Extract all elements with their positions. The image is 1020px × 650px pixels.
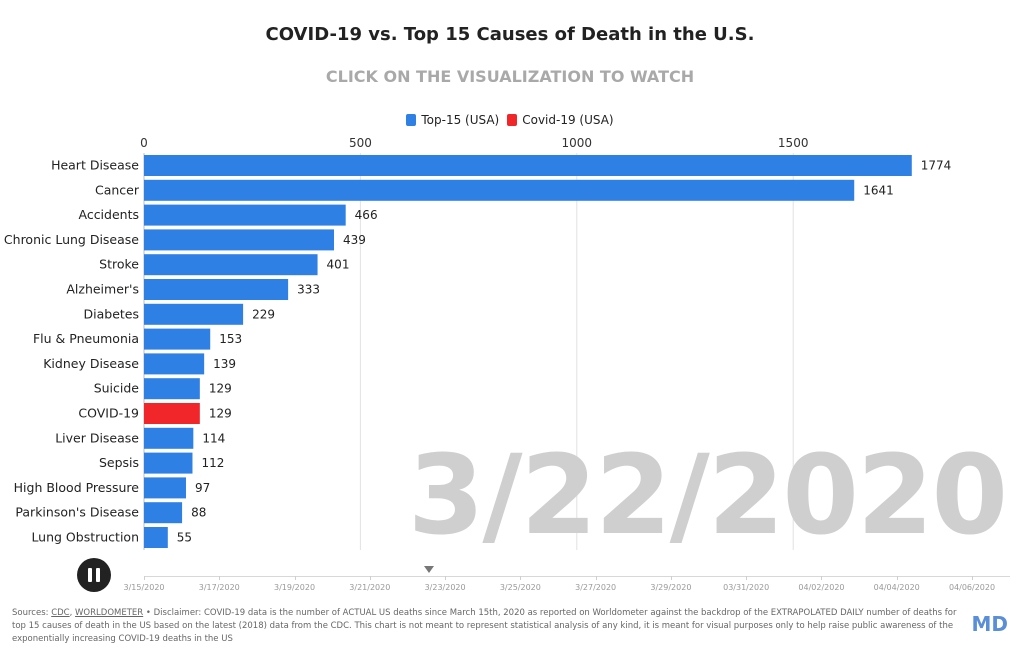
category-label: Liver Disease (55, 430, 139, 445)
bar-diabetes[interactable] (144, 303, 244, 325)
md-logo: MD (971, 612, 1008, 636)
bar-heart-disease[interactable] (144, 155, 912, 176)
sources-prefix: Sources: (12, 608, 52, 618)
bar-liver-disease[interactable] (144, 427, 194, 449)
bar-flu-pneumonia[interactable] (144, 328, 211, 350)
timeline-tick-mark (294, 576, 296, 580)
legend: Top-15 (USA) Covid-19 (USA) (0, 113, 1020, 127)
category-label: High Blood Pressure (14, 480, 140, 495)
bar-accidents[interactable] (144, 204, 346, 226)
timeline-tick-label[interactable]: 3/21/2020 (349, 583, 391, 592)
chart-title: COVID-19 vs. Top 15 Causes of Death in t… (265, 24, 755, 45)
legend-swatch-covid (507, 114, 518, 126)
sources-separator: , (69, 608, 76, 618)
x-tick-label: 1500 (778, 136, 809, 150)
value-label: 153 (219, 332, 242, 346)
timeline-tick-mark (746, 576, 748, 580)
timeline-tick-label[interactable]: 04/02/2020 (798, 583, 845, 592)
footer-disclaimer: Sources: CDC, WORLDOMETER • Disclaimer: … (12, 607, 962, 646)
legend-label-top15: Top-15 (USA) (421, 113, 500, 127)
category-label: Suicide (94, 381, 140, 396)
value-label: 139 (213, 357, 236, 371)
category-label: Diabetes (84, 306, 140, 321)
value-label: 1641 (863, 183, 894, 197)
category-label: Stroke (99, 257, 139, 272)
legend-item-top15[interactable]: Top-15 (USA) (406, 113, 499, 127)
timeline-tick-label[interactable]: 3/15/2020 (123, 583, 165, 592)
value-label: 229 (252, 307, 275, 321)
value-label: 129 (209, 382, 232, 396)
x-tick-label: 0 (140, 136, 148, 150)
bar-lung-obstruction[interactable] (144, 527, 168, 548)
x-tick-label: 500 (349, 136, 372, 150)
bar-kidney-disease[interactable] (144, 353, 205, 375)
timeline-tick-mark (972, 576, 973, 580)
value-label: 1774 (921, 159, 952, 173)
value-label: 401 (327, 258, 350, 272)
bar-suicide[interactable] (144, 378, 200, 400)
pause-button[interactable] (77, 558, 111, 592)
legend-label-covid: Covid-19 (USA) (522, 113, 614, 127)
pause-icon-bar-right (96, 568, 100, 582)
bar-stroke[interactable] (144, 254, 318, 276)
bar-covid-19[interactable] (144, 403, 200, 424)
disclaimer-text: • Disclaimer: COVID-19 data is the numbe… (12, 608, 957, 644)
value-label: 129 (209, 407, 232, 421)
category-label: Sepsis (99, 455, 139, 470)
category-label: Heart Disease (51, 158, 139, 173)
category-label: Alzheimer's (66, 282, 139, 297)
bar-high-blood-pressure[interactable] (144, 477, 186, 499)
category-label: Accidents (78, 207, 139, 222)
value-label: 114 (202, 431, 225, 445)
category-label: Cancer (95, 182, 140, 197)
current-date-overlay: 3/22/2020 (407, 431, 1008, 559)
legend-item-covid[interactable]: Covid-19 (USA) (507, 113, 614, 127)
value-label: 466 (355, 208, 378, 222)
category-label: Chronic Lung Disease (4, 232, 139, 247)
timeline-tick-mark (896, 576, 898, 580)
category-label: Parkinson's Disease (15, 505, 139, 520)
timeline-tick-label[interactable]: 3/23/2020 (424, 583, 466, 592)
worldometer-link[interactable]: WORLDOMETER (75, 608, 144, 618)
category-label: Flu & Pneumonia (33, 331, 139, 346)
cdc-link[interactable]: CDC (51, 608, 70, 618)
timeline-tick-label[interactable]: 04/04/2020 (873, 583, 920, 592)
timeline-handle-icon[interactable] (424, 566, 434, 573)
bar-chart[interactable]: 0 500 1000 1500 Heart Disease 1774 Cancer 1641 A… (0, 0, 1020, 560)
timeline-tick-label[interactable]: 3/29/2020 (650, 583, 692, 592)
timeline-tick-mark (445, 576, 447, 580)
timeline-tick-mark (219, 576, 221, 580)
timeline-tick-mark (595, 576, 597, 580)
timeline-tick-label[interactable]: 3/27/2020 (575, 583, 617, 592)
bar-alzheimer-s[interactable] (144, 279, 289, 300)
bar-parkinson-s-disease[interactable] (144, 502, 183, 524)
category-label: COVID-19 (78, 406, 139, 421)
value-label: 112 (201, 456, 224, 470)
timeline-tick-label[interactable]: 3/17/2020 (198, 583, 240, 592)
x-tick-label: 1000 (562, 136, 593, 150)
timeline-tick-label[interactable]: 03/31/2020 (723, 583, 770, 592)
value-label: 97 (195, 481, 210, 495)
value-label: 439 (343, 233, 366, 247)
bar-sepsis[interactable] (144, 452, 193, 474)
timeline-tick-mark (520, 576, 522, 580)
category-label: Kidney Disease (43, 356, 139, 371)
timeline-track[interactable] (144, 576, 1010, 577)
timeline-tick-label[interactable]: 3/25/2020 (499, 583, 541, 592)
legend-swatch-top15 (406, 114, 417, 126)
timeline-tick-mark (670, 576, 672, 580)
timeline-tick-mark (369, 576, 371, 580)
bar-chronic-lung-disease[interactable] (144, 229, 334, 251)
bar-cancer[interactable] (144, 179, 855, 201)
category-label: Lung Obstruction (31, 530, 139, 545)
timeline-tick-mark (144, 576, 145, 580)
value-label: 88 (191, 506, 206, 520)
click-to-watch-prompt[interactable]: CLICK ON THE VISUALIZATION TO WATCH (325, 67, 695, 86)
value-label: 55 (177, 531, 192, 545)
pause-icon-bar-left (88, 568, 92, 582)
timeline-tick-label[interactable]: 04/06/2020 (948, 583, 996, 592)
timeline-tick-mark (821, 576, 823, 580)
value-label: 333 (297, 283, 320, 297)
timeline-tick-label[interactable]: 3/19/2020 (274, 583, 316, 592)
